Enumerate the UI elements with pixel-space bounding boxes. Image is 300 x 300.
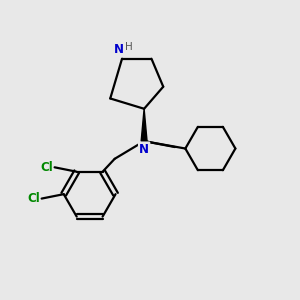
Text: Cl: Cl [40,161,53,174]
Polygon shape [141,109,147,141]
Text: Cl: Cl [27,192,40,205]
Text: N: N [139,142,149,156]
Text: N: N [113,43,124,56]
Text: H: H [124,42,132,52]
Text: N: N [139,142,149,156]
